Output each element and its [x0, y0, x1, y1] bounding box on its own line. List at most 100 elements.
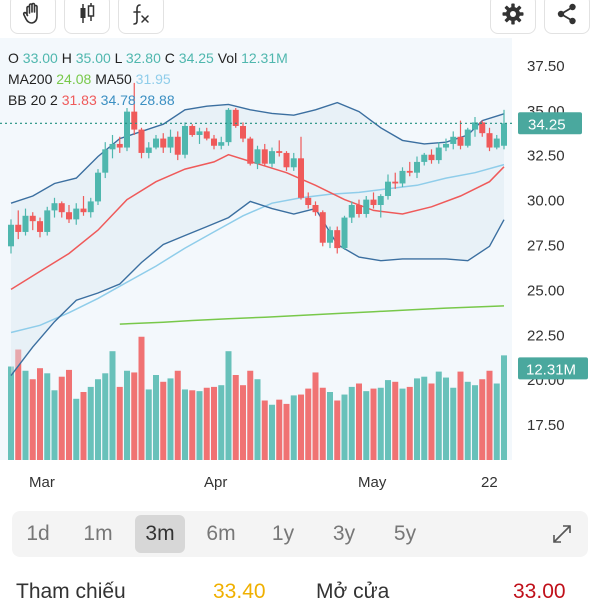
candle-body — [37, 221, 43, 232]
candle-body — [174, 136, 181, 155]
volume-bar — [428, 383, 435, 460]
range-tab-1d[interactable]: 1d — [26, 522, 50, 545]
volume-bar — [51, 390, 58, 460]
volume-bar — [406, 386, 413, 460]
candle-body — [276, 151, 283, 153]
price-tags: 34.25 12.31M — [0, 112, 588, 380]
ma50-value: 31.95 — [135, 71, 171, 87]
indicator-button[interactable] — [118, 0, 164, 34]
range-tab-1y[interactable]: 1y — [271, 522, 295, 545]
volume-bar — [102, 373, 109, 460]
candle-body — [319, 212, 326, 243]
candle-body — [421, 154, 428, 162]
volume-bar — [385, 380, 391, 460]
low-label: L — [114, 50, 122, 66]
hand-tool-button[interactable] — [10, 0, 56, 34]
settings-button[interactable] — [490, 0, 536, 34]
candle-body — [479, 122, 486, 134]
candle-body — [269, 151, 275, 164]
share-button[interactable] — [544, 0, 590, 34]
candle-body — [203, 131, 210, 139]
volume-bar — [486, 370, 493, 460]
volume-bar — [435, 371, 442, 460]
candle-body — [472, 122, 478, 130]
ma200-value: 24.08 — [56, 71, 92, 87]
candle-body — [80, 208, 87, 213]
y-tick-label: 27.50 — [527, 238, 565, 255]
x-axis: Mar Apr May 22 — [29, 474, 498, 491]
range-tab-5y[interactable]: 5y — [393, 522, 417, 545]
volume-bar — [443, 377, 449, 460]
candle-body — [406, 170, 413, 173]
low-value: 32.80 — [125, 50, 161, 66]
chart-type-button[interactable] — [64, 0, 110, 34]
hand-icon — [22, 2, 38, 24]
volume-bar — [348, 386, 355, 460]
candle-body — [414, 161, 420, 173]
reference-price-value: 33.40 — [213, 580, 266, 600]
volume-bar — [240, 385, 246, 460]
x-tick-label: Apr — [204, 474, 227, 491]
candle-body — [240, 125, 246, 139]
bb-lower-value: 28.88 — [139, 92, 175, 108]
candle-body — [232, 109, 239, 126]
range-tab-6m[interactable]: 6m — [206, 522, 236, 545]
open-label: O — [8, 50, 19, 66]
last-volume-tag: 12.31M — [526, 361, 576, 378]
candle-body — [283, 152, 290, 168]
candle-body — [218, 142, 225, 146]
volume-bar — [479, 379, 486, 460]
candle-body — [348, 205, 355, 218]
volume-bar — [319, 387, 326, 460]
candle-body — [22, 215, 29, 232]
volume-bar — [182, 389, 188, 460]
volume-bars — [8, 336, 507, 460]
range-tab-3m[interactable]: 3m — [135, 515, 185, 553]
high-label: H — [61, 50, 72, 66]
y-tick-label: 22.50 — [527, 327, 565, 344]
y-tick-label: 25.00 — [527, 282, 565, 299]
candle-body — [116, 143, 123, 148]
volume-bar — [153, 375, 159, 460]
volume-bar — [44, 373, 51, 460]
last-volume-tag-bg — [518, 357, 588, 380]
volume-bar — [341, 394, 348, 460]
volume-bar — [276, 399, 283, 460]
candle-body — [493, 138, 500, 148]
bb-upper-value: 31.83 — [61, 92, 97, 108]
open-price-label: Mở cửa — [316, 580, 390, 600]
candle-body — [377, 196, 384, 206]
expand-icon[interactable] — [550, 522, 574, 546]
price-chart[interactable]: 37.5035.0032.5030.0027.5025.0022.5020.00… — [0, 38, 600, 498]
candle-body — [58, 203, 65, 213]
candle-body — [73, 208, 80, 220]
volume-bar — [392, 381, 399, 460]
x-tick-label: Mar — [29, 474, 55, 491]
close-label: C — [164, 50, 175, 66]
candle-body — [327, 230, 333, 243]
volume-bar — [298, 394, 304, 460]
volume-bar — [501, 355, 507, 460]
range-selector: 1d 1m 3m 6m 1y 3y 5y — [12, 511, 588, 557]
volume-bar — [450, 387, 457, 460]
volume-bar — [189, 390, 196, 460]
range-tab-3y[interactable]: 3y — [332, 522, 356, 545]
candle-body — [131, 111, 138, 130]
ma200-label: MA200 — [8, 71, 53, 87]
volume-bar — [261, 400, 268, 460]
bb-row: BB 20 2 31.83 34.78 28.88 — [8, 90, 288, 111]
range-tab-1m[interactable]: 1m — [83, 522, 113, 545]
candle-body — [464, 129, 471, 146]
volume-bar — [87, 386, 94, 460]
volume-bar — [66, 369, 72, 460]
volume-bar — [464, 381, 471, 460]
volume-bar — [283, 403, 290, 460]
share-icon — [557, 3, 576, 25]
volume-bar — [254, 379, 261, 460]
volume-bar — [80, 392, 87, 460]
candle-body — [290, 158, 297, 168]
candle-body — [160, 138, 167, 148]
candle-body — [66, 212, 72, 220]
candle-body — [153, 138, 159, 148]
candle-body — [334, 230, 341, 249]
